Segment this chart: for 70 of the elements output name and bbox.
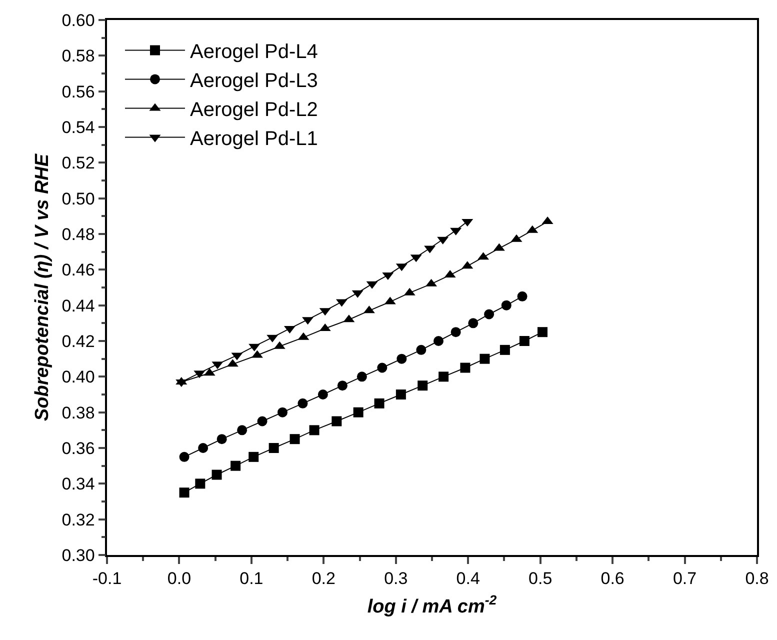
point xyxy=(337,380,348,391)
point xyxy=(434,336,444,346)
point xyxy=(216,434,227,444)
point xyxy=(290,434,300,444)
y-tick-label: 0.42 xyxy=(62,332,95,351)
y-tick-label: 0.32 xyxy=(62,510,95,530)
y-tick-label: 0.50 xyxy=(62,189,95,208)
point xyxy=(377,362,388,373)
point xyxy=(257,416,268,426)
y-tick-label: 0.60 xyxy=(62,10,95,30)
point xyxy=(356,372,367,382)
y-tick-label: 0.56 xyxy=(62,82,95,102)
point xyxy=(501,300,512,310)
point xyxy=(374,398,384,408)
legend-label: Aerogel Pd-L1 xyxy=(190,128,318,150)
y-tick-label: 0.58 xyxy=(62,46,95,66)
point xyxy=(484,309,494,320)
x-tick-label: 0.7 xyxy=(672,569,697,588)
point xyxy=(332,416,342,426)
point xyxy=(298,398,308,408)
point xyxy=(195,478,206,489)
legend-label: Aerogel Pd-L2 xyxy=(190,99,318,121)
legend-label: Aerogel Pd-L4 xyxy=(190,41,318,63)
x-tick-label: 0.6 xyxy=(600,569,624,588)
x-tick-label: 0.0 xyxy=(167,569,192,588)
point xyxy=(500,344,510,355)
point xyxy=(519,336,530,346)
point xyxy=(396,354,407,364)
y-tick-label: 0.54 xyxy=(62,118,95,137)
x-tick-label: 0.8 xyxy=(745,569,769,588)
point xyxy=(396,390,406,400)
point xyxy=(179,488,190,498)
y-tick-label: 0.34 xyxy=(62,474,95,494)
point xyxy=(438,372,449,382)
x-tick-label: 0.4 xyxy=(456,569,480,588)
y-axis-title: Sobrepotencial (η) / V vs RHE xyxy=(32,152,54,422)
point xyxy=(212,470,222,480)
x-tick-label: -0.1 xyxy=(92,569,122,588)
point xyxy=(268,443,279,453)
x-tick-label: 0.1 xyxy=(240,569,264,588)
point xyxy=(480,354,490,364)
x-tick-label: 0.3 xyxy=(384,569,408,588)
point xyxy=(353,407,364,418)
point xyxy=(538,327,548,338)
point xyxy=(517,291,528,302)
point xyxy=(230,460,241,471)
y-tick-label: 0.36 xyxy=(62,438,95,458)
point xyxy=(198,443,208,453)
point xyxy=(309,425,320,436)
x-tick-label: 0.2 xyxy=(312,569,336,588)
legend-label: Aerogel Pd-L3 xyxy=(190,70,318,92)
x-axis-title: log i / mA cm$^{-2}$ xyxy=(367,592,498,618)
point xyxy=(237,425,248,436)
point xyxy=(418,380,428,391)
y-tick-label: 0.40 xyxy=(62,368,95,387)
y-tick-label: 0.38 xyxy=(62,403,95,422)
point xyxy=(278,407,288,418)
y-tick-label: 0.48 xyxy=(62,224,95,244)
point xyxy=(450,327,461,338)
y-tick-label: 0.52 xyxy=(62,154,95,173)
point xyxy=(179,452,190,462)
point xyxy=(460,362,470,373)
point xyxy=(318,390,328,400)
y-tick-label: 0.46 xyxy=(62,260,95,280)
x-tick-label: 0.5 xyxy=(528,569,552,588)
y-tick-label: 0.44 xyxy=(62,296,95,316)
point xyxy=(416,344,426,355)
point xyxy=(468,318,478,328)
y-tick-label: 0.30 xyxy=(62,546,95,565)
point xyxy=(248,452,259,462)
